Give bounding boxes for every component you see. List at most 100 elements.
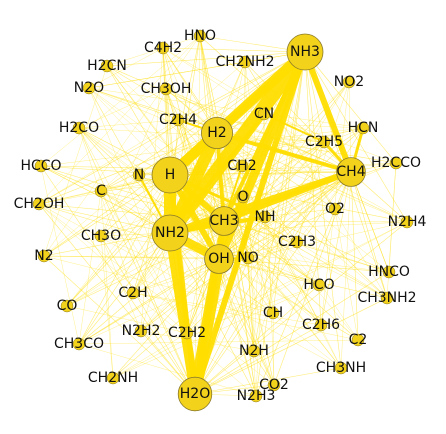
minor-edge <box>40 165 102 192</box>
node-cn <box>257 107 271 121</box>
minor-edge <box>264 216 274 314</box>
node-label-hcco: HCCO <box>20 158 61 174</box>
minor-edge <box>66 174 171 307</box>
node-no2 <box>342 75 356 89</box>
node-label-no2: NO2 <box>334 74 364 90</box>
node-label-ch3co: CH3CO <box>54 336 104 352</box>
minor-edge <box>194 324 322 395</box>
node-ch <box>266 306 280 320</box>
minor-edge <box>216 132 322 326</box>
minor-edge <box>88 61 246 89</box>
node-c4h2 <box>156 41 170 55</box>
node-h2 <box>200 117 233 150</box>
edge-h2-ch4 <box>215 131 353 174</box>
minor-edge <box>218 258 388 299</box>
node-ch2nh2 <box>238 55 252 69</box>
minor-edge <box>38 35 201 205</box>
minor-edge <box>100 88 167 237</box>
minor-edge <box>320 171 352 326</box>
minor-edge <box>38 203 196 395</box>
node-label-ch2nh2: CH2NH2 <box>215 54 274 70</box>
minor-edge <box>38 203 342 369</box>
minor-edge <box>242 196 255 352</box>
minor-edge <box>162 47 218 134</box>
node-label-ch: CH <box>263 305 283 321</box>
node-label-h: H <box>165 167 176 183</box>
minor-edge <box>132 292 257 397</box>
minor-edge <box>247 171 352 259</box>
node-ch3o <box>94 229 108 243</box>
minor-edge <box>112 221 408 379</box>
minor-edge <box>78 127 188 334</box>
edge-nh3-ch4 <box>302 49 354 175</box>
minor-edge <box>100 174 140 237</box>
minor-edge <box>78 127 171 234</box>
node-ch2nh <box>106 371 120 385</box>
node-c2h <box>126 286 140 300</box>
minor-edge <box>162 35 201 49</box>
edge-nh3-h2 <box>214 49 308 136</box>
minor-edge <box>88 47 164 89</box>
node-label-hnco: HNCO <box>368 264 410 280</box>
node-label-nh2: NH2 <box>155 225 185 241</box>
minor-edge <box>40 165 80 345</box>
node-label-hcn: HCN <box>348 120 379 136</box>
node-label-o2: O2 <box>325 201 345 217</box>
minor-edge <box>165 88 352 173</box>
node-label-c2h3: C2H3 <box>278 234 316 250</box>
minor-edge <box>38 203 220 260</box>
node-hco <box>312 278 326 292</box>
minor-edge <box>350 171 359 341</box>
nodes-layer <box>32 29 414 412</box>
minor-edge <box>78 258 220 345</box>
minor-edge <box>304 51 408 223</box>
minor-edge <box>348 81 352 173</box>
node-label-ch2nh: CH2NH <box>88 370 138 386</box>
minor-edge <box>194 127 364 395</box>
node-label-h2cco: H2CCO <box>371 155 421 171</box>
node-label-c2h2: C2H2 <box>168 325 206 341</box>
minor-edge <box>88 51 306 89</box>
node-label-ch3oh: CH3OH <box>141 81 192 97</box>
minor-edge <box>40 165 171 234</box>
node-label-ch4: CH4 <box>336 164 365 180</box>
node-h2o <box>177 376 213 412</box>
minor-edge <box>218 258 359 341</box>
major-edges-layer <box>138 45 365 400</box>
node-co <box>60 299 74 313</box>
minor-edge <box>169 232 342 369</box>
minor-edge <box>43 174 171 257</box>
minor-edge <box>100 171 352 237</box>
node-label-ch3nh2: CH3NH2 <box>357 290 416 306</box>
node-label-cn: CN <box>254 106 274 122</box>
minor-edge <box>78 127 320 286</box>
node-h2cco <box>389 156 403 170</box>
minor-edge <box>194 367 342 395</box>
minor-edge <box>106 47 164 67</box>
minor-edge <box>100 235 114 379</box>
node-c2 <box>351 333 365 347</box>
minor-edge <box>194 141 325 395</box>
minor-edge <box>140 330 255 352</box>
node-o <box>236 190 250 204</box>
minor-edge <box>194 271 390 395</box>
node-n <box>132 168 146 182</box>
minor-edge <box>194 35 201 395</box>
node-label-n2: N2 <box>34 248 53 264</box>
minor-edge <box>100 190 225 222</box>
node-ch2oh <box>32 197 46 211</box>
minor-edge <box>78 339 359 345</box>
minor-edge <box>66 220 225 307</box>
node-hno <box>193 29 207 43</box>
node-label-no: NO <box>237 250 259 266</box>
node-label-nh: NH <box>255 209 276 225</box>
node-c2h2 <box>180 326 194 340</box>
minor-edge <box>194 221 408 395</box>
node-h <box>151 156 189 194</box>
minor-edge <box>100 119 179 192</box>
node-h2cn <box>100 59 114 73</box>
minor-edge <box>194 297 388 395</box>
node-label-co2: CO2 <box>259 377 289 393</box>
